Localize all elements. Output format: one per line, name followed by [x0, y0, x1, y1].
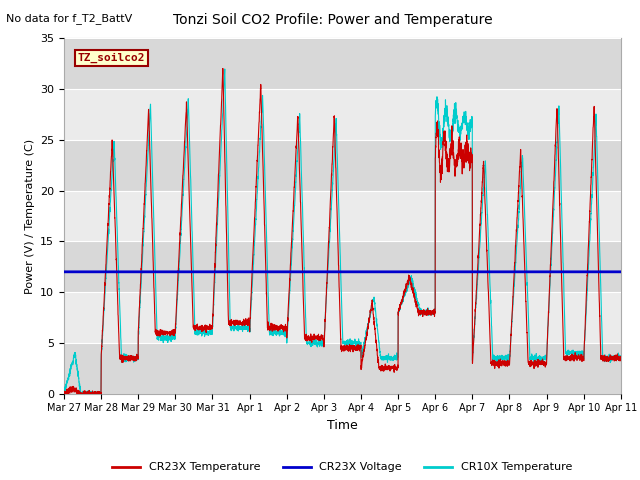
- Bar: [64, 343, 621, 394]
- Bar: [64, 140, 621, 191]
- Bar: [64, 241, 621, 292]
- Text: TZ_soilco2: TZ_soilco2: [78, 53, 145, 63]
- Text: Tonzi Soil CO2 Profile: Power and Temperature: Tonzi Soil CO2 Profile: Power and Temper…: [173, 13, 493, 27]
- Bar: [64, 191, 621, 241]
- Legend: CR23X Temperature, CR23X Voltage, CR10X Temperature: CR23X Temperature, CR23X Voltage, CR10X …: [108, 458, 577, 477]
- X-axis label: Time: Time: [327, 419, 358, 432]
- Bar: [64, 89, 621, 140]
- Bar: [64, 292, 621, 343]
- Y-axis label: Power (V) / Temperature (C): Power (V) / Temperature (C): [24, 138, 35, 294]
- Bar: [64, 38, 621, 89]
- Text: No data for f_T2_BattV: No data for f_T2_BattV: [6, 13, 132, 24]
